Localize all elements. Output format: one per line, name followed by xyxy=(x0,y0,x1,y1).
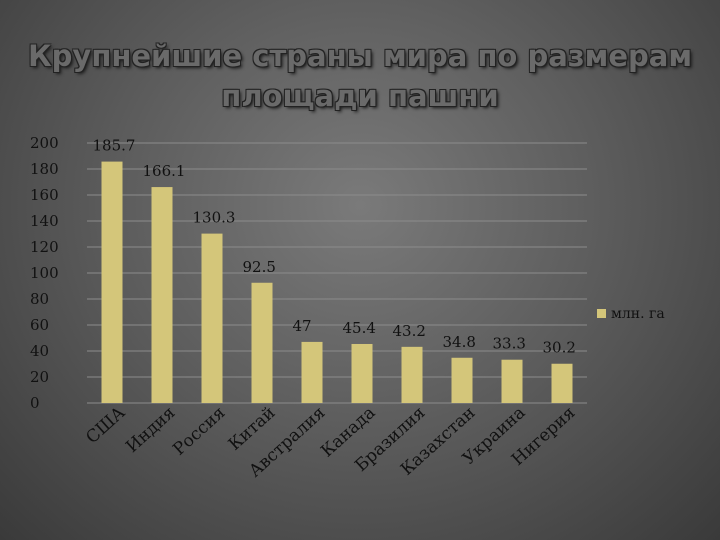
bar xyxy=(501,359,523,403)
bar xyxy=(201,233,223,403)
data-label: 30.2 xyxy=(543,339,576,357)
data-label: 166.1 xyxy=(143,162,186,180)
y-tick-label: 180 xyxy=(30,160,59,178)
y-tick-label: 80 xyxy=(30,290,49,308)
data-label: 45.4 xyxy=(343,319,376,337)
data-label: 47 xyxy=(293,317,312,335)
y-tick-label: 0 xyxy=(30,394,40,412)
y-tick-label: 60 xyxy=(30,316,49,334)
y-tick-label: 200 xyxy=(30,134,59,152)
data-label: 33.3 xyxy=(493,335,526,353)
y-tick-label: 160 xyxy=(30,186,59,204)
bar xyxy=(301,341,323,403)
bar xyxy=(351,343,373,403)
category-label: Индия xyxy=(122,403,179,457)
chart-title-line-2: площади пашни xyxy=(221,79,499,113)
chart-title: Крупнейшие страны мира по размерам площа… xyxy=(20,36,700,116)
data-label: 92.5 xyxy=(243,258,276,276)
legend-swatch xyxy=(597,309,606,318)
bar xyxy=(401,346,423,403)
bar xyxy=(551,363,573,403)
data-label: 130.3 xyxy=(193,209,236,227)
y-tick-label: 40 xyxy=(30,342,49,360)
y-tick-label: 120 xyxy=(30,238,59,256)
bar xyxy=(451,357,473,403)
y-tick-label: 100 xyxy=(30,264,59,282)
legend-label: млн. га xyxy=(611,306,665,322)
category-label: Россия xyxy=(169,403,229,460)
data-label: 43.2 xyxy=(393,322,426,340)
y-tick-label: 20 xyxy=(30,368,49,386)
bar xyxy=(251,282,273,403)
chart-title-line-1: Крупнейшие страны мира по размерам xyxy=(27,39,693,73)
bar xyxy=(151,187,173,403)
data-label: 34.8 xyxy=(443,333,476,351)
data-label: 185.7 xyxy=(93,137,136,155)
y-tick-label: 140 xyxy=(30,212,59,230)
bar xyxy=(101,161,123,403)
